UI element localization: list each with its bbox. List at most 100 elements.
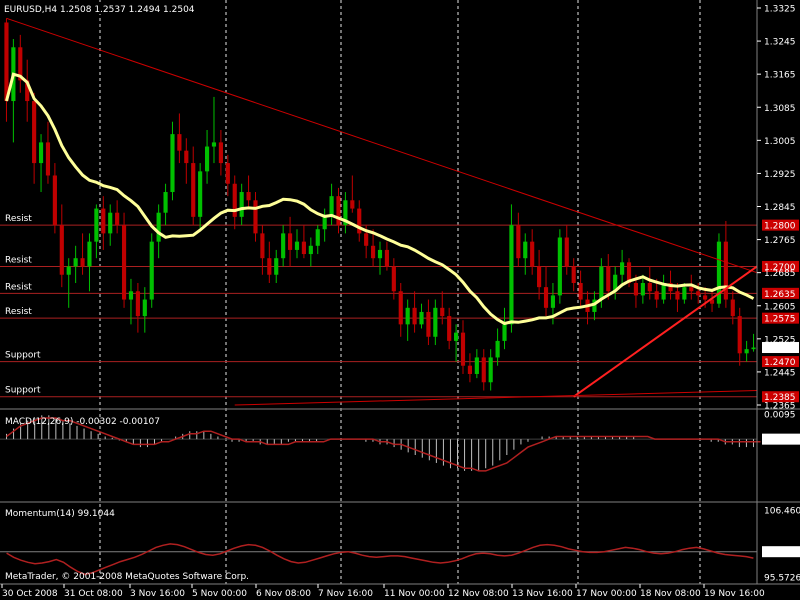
candle-body [80, 258, 85, 267]
candle-body [260, 233, 265, 259]
candle-body [350, 200, 355, 209]
macd-panel: 0.0095 0.0000 MACD(12,26,9) -0.00302 -0.00… [0, 411, 800, 472]
candle-body [184, 150, 189, 164]
level-price-tag-text: 1.2470 [764, 358, 796, 368]
price-tick-label: 1.2525 [764, 335, 796, 345]
level-price-tag [762, 260, 799, 272]
candle-body [239, 192, 244, 217]
momentum-title: Momentum(14) 99.1044 [5, 509, 115, 519]
candle-body [149, 241, 154, 300]
candle-body [73, 258, 78, 267]
time-label: 5 Nov 00:00 [192, 589, 247, 599]
candle-body [32, 101, 37, 164]
momentum-100-tag [762, 546, 800, 558]
candle-body [52, 175, 57, 226]
ma-line [5, 72, 755, 326]
candle-body [620, 262, 625, 275]
time-label: 7 Nov 16:00 [318, 589, 373, 599]
trendline [6, 17, 758, 274]
candle-body [115, 212, 120, 226]
candle-body [467, 365, 473, 374]
time-label: 6 Nov 08:00 [256, 589, 311, 599]
candle-body [440, 307, 445, 317]
current-price-text: 1.2504 [764, 344, 796, 354]
current-price-tag [762, 342, 799, 354]
candle-body [405, 307, 410, 325]
candle-body [751, 347, 756, 350]
level-label: Resist [5, 214, 32, 224]
momentum-tick-label: 100.0000 [764, 548, 800, 558]
candle-body [163, 192, 168, 213]
price-tick-label: 1.3325 [764, 5, 796, 15]
candle-body [419, 311, 424, 325]
candle-body [550, 295, 556, 308]
trendlines [6, 17, 758, 406]
chart-title: EURUSD,H4 1.2508 1.2537 1.2494 1.2504 [4, 5, 195, 15]
candle-body [232, 183, 237, 217]
candle-body [592, 299, 597, 312]
price-tick-label: 1.2845 [764, 203, 796, 213]
level-label: Resist [5, 255, 32, 265]
trendline [234, 390, 758, 406]
candle-body [315, 229, 320, 246]
candle-body [198, 171, 203, 217]
level-price-tag [762, 312, 799, 324]
candle-body [647, 283, 652, 292]
candle-body [654, 291, 659, 300]
candle-body [253, 200, 258, 234]
candle-body [509, 225, 514, 325]
level-label: Support [5, 386, 41, 396]
macd-zero-tag [762, 433, 800, 445]
level-price-tag [762, 219, 799, 231]
level-label: Resist [5, 307, 32, 317]
candle-body [156, 212, 161, 242]
candle-body [709, 299, 715, 304]
momentum-line [6, 543, 754, 576]
candle-body [661, 283, 666, 300]
candle-body [177, 134, 182, 151]
candle-body [682, 287, 687, 300]
candle-body [543, 287, 549, 308]
candle-body [45, 142, 51, 176]
candle-body [322, 216, 327, 230]
candle-body [308, 245, 313, 255]
candle-body [412, 307, 417, 325]
candle-body [38, 142, 44, 164]
time-label: 31 Oct 08:00 [64, 589, 123, 599]
candle-body [557, 237, 562, 296]
candle-body [336, 196, 341, 226]
candle-body [281, 233, 286, 259]
candle-body [398, 291, 403, 325]
candle-body [564, 237, 569, 267]
level-price-tag-text: 1.2700 [764, 263, 796, 273]
price-tick-label: 1.3005 [764, 137, 796, 147]
level-price-tag [762, 287, 799, 299]
candle-body [191, 163, 196, 217]
moving-average [5, 72, 755, 326]
level-price-tag-text: 1.2385 [764, 393, 796, 403]
candle-body [101, 208, 106, 234]
candle-body [447, 316, 452, 341]
time-label: 17 Nov 00:00 [576, 589, 637, 599]
candle-body [18, 47, 23, 81]
candle-body [454, 332, 459, 341]
candle-body [537, 266, 542, 288]
price-tick-label: 1.2685 [764, 269, 796, 279]
copyright-text: MetaTrader, © 2001-2008 MetaQuotes Softw… [5, 572, 249, 582]
candle-body [433, 307, 438, 337]
candle-body [474, 357, 479, 374]
candle-body [495, 340, 500, 358]
candle-body [696, 291, 701, 296]
candle-body [391, 266, 396, 292]
candle-body [426, 311, 431, 337]
candle-body [689, 287, 694, 292]
grid-lines [99, 0, 701, 584]
candle-body [613, 274, 618, 292]
candle-body [4, 22, 9, 102]
candle-body [170, 134, 175, 193]
candle-body [460, 332, 466, 366]
candle-body [675, 291, 680, 300]
